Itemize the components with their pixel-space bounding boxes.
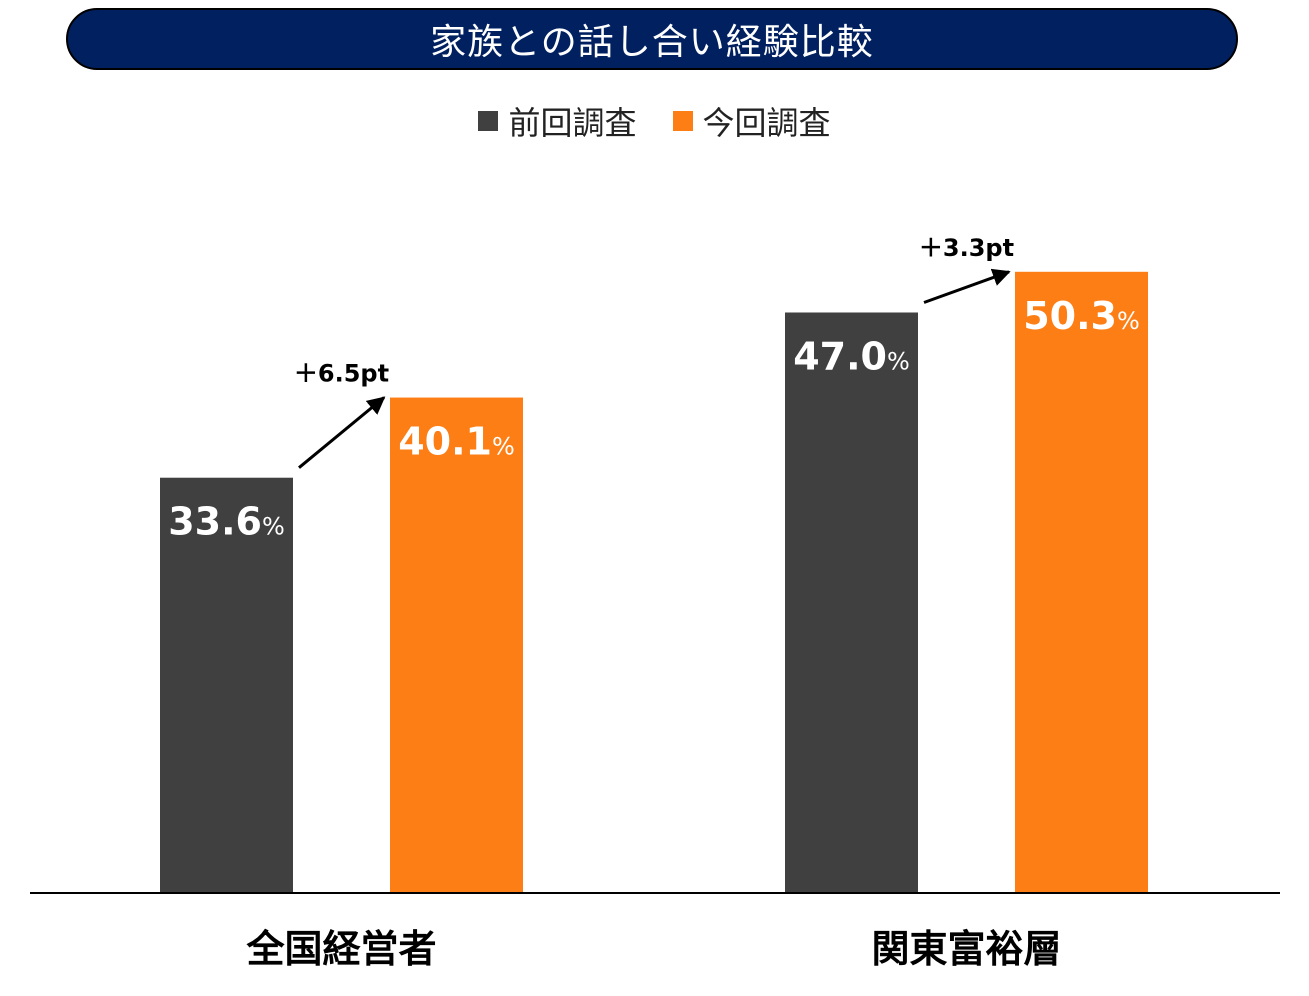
category-label-1: 関東富裕層 xyxy=(871,927,1061,971)
data-label-previous-0: 33.6% xyxy=(168,500,285,544)
legend-item-previous: 前回調査 xyxy=(478,98,637,144)
legend-label-current: 今回調査 xyxy=(702,104,831,142)
bar-previous-1 xyxy=(785,312,918,892)
chart-title: 家族との話し合い経験比較 xyxy=(430,22,874,63)
legend-label-previous: 前回調査 xyxy=(508,104,637,142)
legend: 前回調査 今回調査 xyxy=(0,96,1309,146)
data-label-previous-1: 47.0% xyxy=(793,334,910,378)
legend-item-current: 今回調査 xyxy=(672,98,831,144)
change-arrow-1 xyxy=(923,268,1011,304)
bar-current-0 xyxy=(390,397,523,892)
bar-previous-0 xyxy=(160,477,293,892)
category-label-0: 全国経営者 xyxy=(245,927,436,971)
legend-swatch-previous xyxy=(478,111,499,131)
data-label-current-0: 40.1% xyxy=(398,420,515,464)
bar-current-1 xyxy=(1015,271,1148,892)
legend-swatch-current xyxy=(672,111,693,131)
data-label-current-1: 50.3% xyxy=(1023,294,1140,338)
change-annotation-0: ＋6.5pt xyxy=(294,360,389,388)
change-arrow-0 xyxy=(298,396,386,469)
change-annotation-1: ＋3.3pt xyxy=(919,234,1014,262)
title-banner: 家族との話し合い経験比較 xyxy=(66,8,1238,70)
